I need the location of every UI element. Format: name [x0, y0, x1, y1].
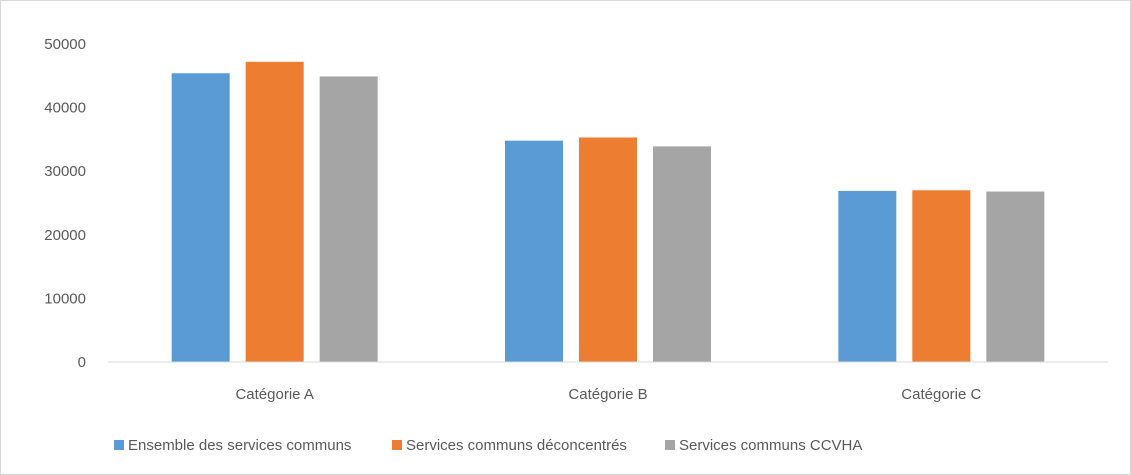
- legend-label: Services communs déconcentrés: [406, 437, 627, 454]
- bar-1-2: [245, 61, 304, 363]
- legend-swatch: [114, 440, 124, 450]
- y-axis-ticks: 0 10000 20000 30000 40000 50000: [44, 36, 86, 371]
- legend-swatch: [665, 440, 675, 450]
- x-category-label: Catégorie A: [235, 386, 313, 403]
- x-category-label: Catégorie C: [901, 386, 981, 403]
- bar-3-2: [912, 190, 971, 362]
- y-tick-label: 40000: [44, 100, 86, 117]
- y-tick-label: 10000: [44, 290, 86, 307]
- bar-1-3: [319, 76, 378, 362]
- y-tick-label: 50000: [44, 36, 86, 53]
- bar-2-3: [653, 146, 711, 362]
- bar-2-2: [579, 137, 637, 362]
- bar-1-1: [171, 73, 230, 363]
- bar-3-3: [986, 191, 1045, 362]
- category-labels: Catégorie A Catégorie B Catégorie C: [235, 386, 981, 403]
- bar-2-1: [505, 140, 563, 362]
- legend: Ensemble des services communs Services co…: [114, 437, 862, 454]
- legend-swatch: [392, 440, 402, 450]
- legend-label: Services communs CCVHA: [679, 437, 862, 454]
- legend-label: Ensemble des services communs: [128, 437, 351, 454]
- y-tick-label: 0: [78, 354, 86, 371]
- bar-3-1: [838, 190, 897, 362]
- y-tick-label: 30000: [44, 163, 86, 180]
- y-tick-label: 20000: [44, 227, 86, 244]
- bars: [171, 61, 1045, 363]
- x-category-label: Catégorie B: [568, 386, 647, 403]
